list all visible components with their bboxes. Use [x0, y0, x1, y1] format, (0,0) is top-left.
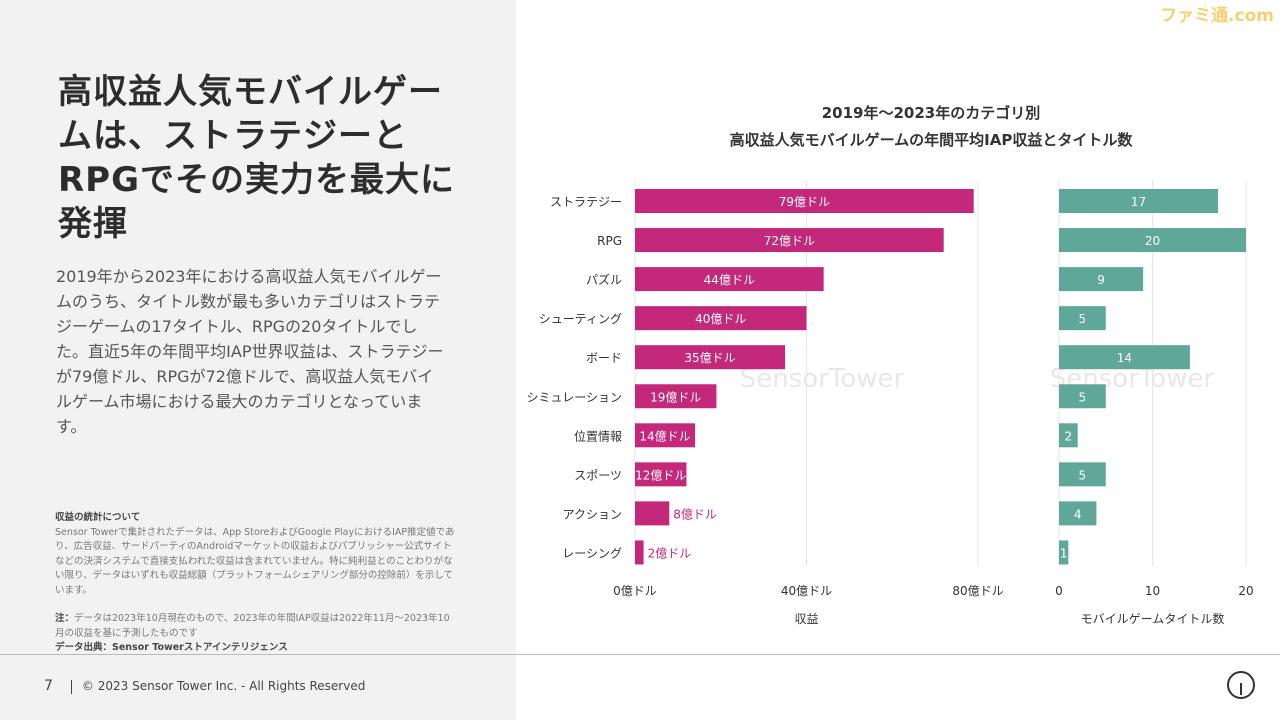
data-label: 19億ドル: [650, 390, 701, 404]
category-label: パズル: [586, 272, 622, 287]
bar: [635, 540, 644, 565]
famitsu-watermark: ファミ通.com: [1160, 6, 1274, 26]
bar: [635, 228, 944, 253]
sensor-tower-logo-icon: [1227, 671, 1255, 699]
footer-separator: [70, 679, 72, 694]
chart-title: 2019年～2023年のカテゴリ別: [822, 104, 1041, 122]
data-label: 14: [1117, 351, 1132, 365]
category-label: ボード: [586, 351, 622, 365]
chart: 2019年～2023年のカテゴリ別高収益人気モバイルゲームの年間平均IAP収益と…: [526, 104, 1253, 626]
body-text: 2019年から2023年における高収益人気モバイルゲームのうち、タイトル数が最も…: [56, 267, 444, 436]
category-label: スポーツ: [574, 468, 622, 482]
data-label: 44億ドル: [704, 273, 755, 287]
tick-label: 20: [1238, 584, 1253, 598]
data-label: 1: [1060, 546, 1068, 560]
notes-heading: 収益の統計について: [55, 512, 141, 523]
bar: [1059, 345, 1190, 370]
data-label: 79億ドル: [779, 195, 830, 209]
source: データ出典：Sensor Towerストアインテリジェンス: [55, 642, 288, 653]
bar: [635, 189, 974, 213]
tick-label: 0億ドル: [613, 584, 657, 598]
bar: [1059, 540, 1069, 565]
data-label: 20: [1145, 234, 1160, 248]
data-label: 9: [1097, 273, 1105, 287]
data-label: 8億ドル: [673, 507, 717, 521]
data-label: 17: [1131, 195, 1146, 209]
category-label: ストラテジー: [550, 195, 622, 209]
category-label: RPG: [597, 234, 622, 248]
tick-label: 80億ドル: [952, 584, 1003, 598]
bar: [635, 462, 687, 487]
bar: [1059, 267, 1144, 292]
data-label: 14億ドル: [639, 429, 690, 443]
bar: [635, 267, 824, 292]
data-label: 2: [1065, 429, 1073, 443]
category-label: アクション: [563, 507, 622, 521]
left-panel: 高収益人気モバイルゲームは、ストラテジーとRPGでその実力を最大に発揮 2019…: [0, 0, 516, 720]
tick-label: 40億ドル: [781, 584, 832, 598]
tick-label: 0: [1055, 584, 1063, 598]
category-label: シミュレーション: [526, 390, 622, 404]
bar: [635, 384, 717, 409]
data-label: 12億ドル: [635, 468, 686, 482]
axis-label: モバイルゲームタイトル数: [1081, 611, 1225, 626]
bar: [635, 423, 696, 448]
footer: 7 © 2023 Sensor Tower Inc. - All Rights R…: [44, 678, 365, 694]
data-label: 5: [1079, 312, 1087, 326]
category-label: レーシング: [562, 546, 622, 560]
bar: [1059, 384, 1106, 409]
data-label: 5: [1079, 468, 1087, 482]
chart-subtitle: 高収益人気モバイルゲームの年間平均IAP収益とタイトル数: [730, 131, 1134, 149]
divider: [0, 654, 1280, 655]
data-label: 5: [1079, 390, 1087, 404]
data-label: 40億ドル: [695, 312, 746, 326]
bar: [635, 501, 670, 526]
page-number: 7: [44, 678, 53, 694]
bar: [1059, 228, 1246, 253]
bar: [635, 306, 807, 331]
data-label: 35億ドル: [684, 351, 735, 365]
copyright: © 2023 Sensor Tower Inc. - All Rights Re…: [81, 679, 366, 693]
data-label: 2億ドル: [648, 546, 692, 560]
notes-text: Sensor Towerで集計されたデータは、App StoreおよびGoogl…: [55, 526, 455, 596]
bar: [1059, 189, 1218, 213]
note-text: データは2023年10月現在のもので、2023年の年間IAP収益は2022年11…: [55, 613, 450, 639]
bar: [1059, 306, 1106, 331]
axis-label: 収益: [794, 612, 818, 626]
bar: [1059, 462, 1106, 487]
data-label: 72億ドル: [764, 234, 815, 248]
bar: [1059, 501, 1097, 526]
page-title: 高収益人気モバイルゲームは、ストラテジーとRPGでその実力を最大に発揮: [58, 72, 456, 244]
category-label: シューティング: [539, 312, 622, 326]
bar: [635, 345, 786, 370]
category-label: 位置情報: [574, 428, 622, 443]
data-label: 4: [1074, 507, 1082, 521]
bar: [1059, 423, 1078, 448]
notes: 収益の統計について Sensor Towerで集計されたデータは、App Sto…: [55, 511, 455, 656]
tick-label: 10: [1145, 584, 1160, 598]
note-label: 注：: [55, 613, 75, 624]
